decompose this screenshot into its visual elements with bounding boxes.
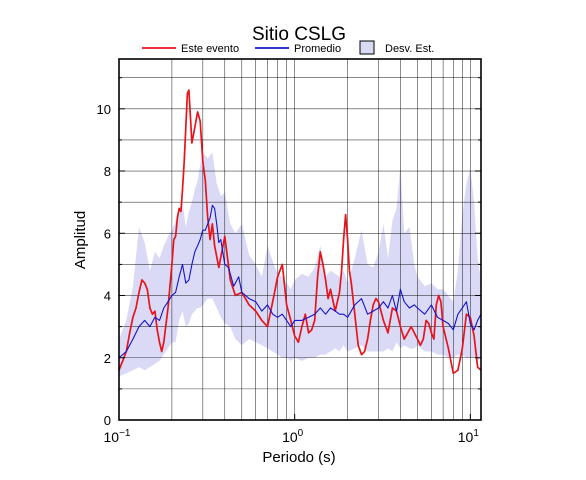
x-tick-exponent: 0 [298,428,304,439]
y-axis-ticks: 0 2 4 6 8 10 [97,77,481,428]
legend-label: Este evento [181,43,239,55]
y-tick-label: 4 [104,289,111,304]
x-tick-label: 100 [282,428,304,445]
legend-item-mean: Promedio [255,43,341,55]
x-tick-exponent: 1 [473,428,479,439]
x-tick-base: 10 [458,429,474,445]
x-tick-label: 10−1 [104,428,131,445]
y-tick-label: 10 [97,102,111,117]
plot-frame [118,58,482,421]
x-axis-label: Periodo (s) [262,449,335,466]
y-tick-label: 6 [104,226,111,241]
x-tick-exponent: −1 [119,428,131,439]
grid-lines [119,59,481,420]
chart-title: Sitio CSLG [252,24,346,45]
series-line-mean [118,204,482,359]
legend-label: Promedio [294,43,341,55]
legend-swatch-box [359,40,375,55]
x-tick-base: 10 [104,429,120,445]
y-tick-label: 8 [104,164,111,179]
x-tick-base: 10 [282,429,298,445]
legend-item-band: Desv. Est. [359,40,434,55]
legend-item-event: Este evento [142,43,239,55]
x-axis-ticks: 10−1 100 101 [104,414,480,445]
legend-label: Desv. Est. [385,43,434,55]
x-tick-label: 101 [458,428,480,445]
series-line-event [118,89,482,375]
legend: Este evento Promedio Desv. Est. [142,40,434,55]
y-axis-label: Amplitud [72,211,89,269]
y-tick-label: 0 [104,413,111,428]
y-tick-label: 2 [104,351,111,366]
